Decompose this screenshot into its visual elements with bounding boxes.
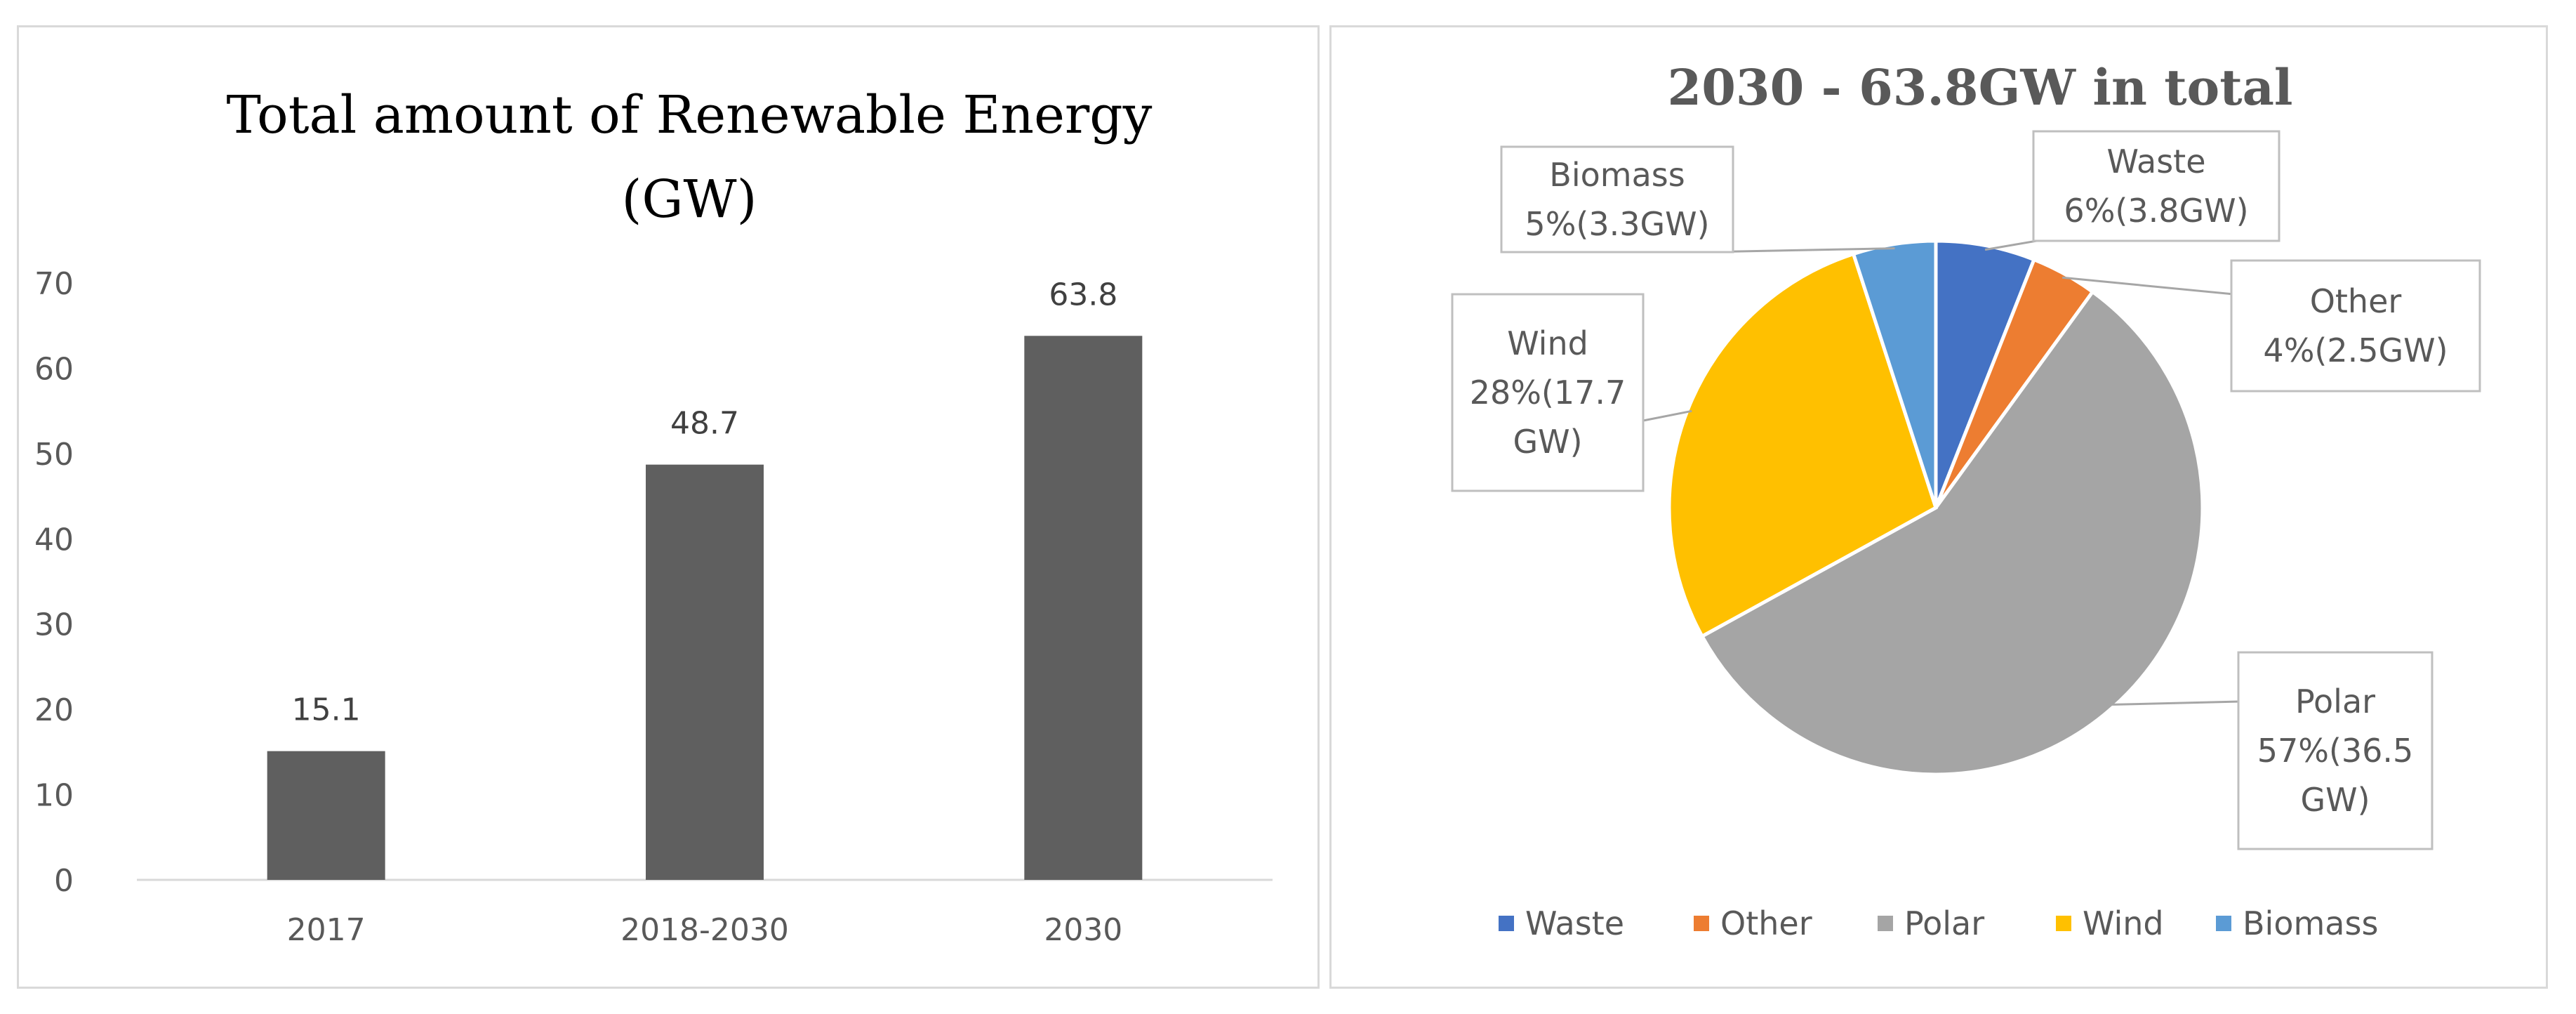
pie-data-label: GW) [2300,781,2370,819]
bar-value-label: 63.8 [1049,277,1117,312]
leader-line [2109,700,2241,706]
pie-chart: 2030 - 63.8GW in total Waste 6%(3.8GW) Oth… [1451,58,2481,942]
legend-swatch-biomass [2216,916,2231,931]
pie-label-box [1500,145,1734,253]
legend-swatch-other [1694,916,1709,931]
leader-line [2062,276,2234,296]
pie-data-label: GW) [1513,423,1582,461]
y-tick-label: 40 [34,522,74,558]
pie-label-box [2237,651,2434,850]
leader-line [1703,247,1895,253]
legend-label-waste: Waste [1525,904,1624,942]
bar-2030 [1024,336,1143,880]
legend-label-other: Other [1720,904,1812,942]
y-tick-label: 30 [34,607,74,643]
pie-slice-wind [1667,251,1939,639]
pie-chart-title: 2030 - 63.8GW in total [1667,58,2292,117]
bar-value-label: 48.7 [670,406,739,442]
pie-label-box [1451,293,1645,492]
pie-data-label: 6%(3.8GW) [2064,192,2248,230]
x-tick-label: 2017 [287,912,366,948]
legend-swatch-waste [1499,916,1514,931]
pie-data-label: Wind [1507,324,1588,362]
pie-label-box [2032,130,2280,242]
legend-label-wind: Wind [2083,904,2164,942]
legend-swatch-polar [1878,916,1893,931]
y-tick-label: 0 [54,863,74,899]
legend-swatch-wind [2056,916,2071,931]
bar-chart-panel: Total amount of Renewable Energy (GW) 0 1… [17,25,1320,989]
y-tick-label: 50 [34,437,74,473]
pie-slice-polar [1699,289,2205,777]
y-tick-label: 20 [34,692,74,728]
bar-value-label: 15.1 [292,692,361,728]
y-tick-label: 10 [34,778,74,814]
pie-slice-biomass [1851,239,1938,508]
y-tick-label: 60 [34,351,74,387]
pie-data-label: 4%(2.5GW) [2263,331,2448,369]
pie-data-label: Waste [2106,143,2205,180]
pie-data-label: 57%(36.5 [2257,732,2414,770]
x-tick-label: 2030 [1044,912,1122,948]
pie-data-label: Polar [2295,683,2375,720]
x-tick-label: 2018-2030 [620,912,789,948]
leader-line [1642,409,1692,422]
bar-2018-2030 [646,464,764,880]
pie-data-label: Other [2310,282,2402,320]
legend-label-biomass: Biomass [2243,904,2378,942]
y-tick-label: 70 [34,266,74,302]
legend-label-polar: Polar [1904,904,1984,942]
bar-chart-title-line-1: Total amount of Renewable Energy [227,85,1153,145]
pie-chart-panel: 2030 - 63.8GW in total Waste 6%(3.8GW) Oth… [1329,25,2548,989]
pie-label-box [2230,259,2481,393]
pie-data-label: Biomass [1549,156,1685,194]
pie-data-label: 28%(17.7 [1470,374,1626,411]
bar-chart-title-line-2: (GW) [622,169,757,230]
bar-chart: Total amount of Renewable Energy (GW) 0 1… [34,85,1273,948]
bar-2017 [267,751,385,880]
pie-data-label: 5%(3.3GW) [1525,205,1709,243]
